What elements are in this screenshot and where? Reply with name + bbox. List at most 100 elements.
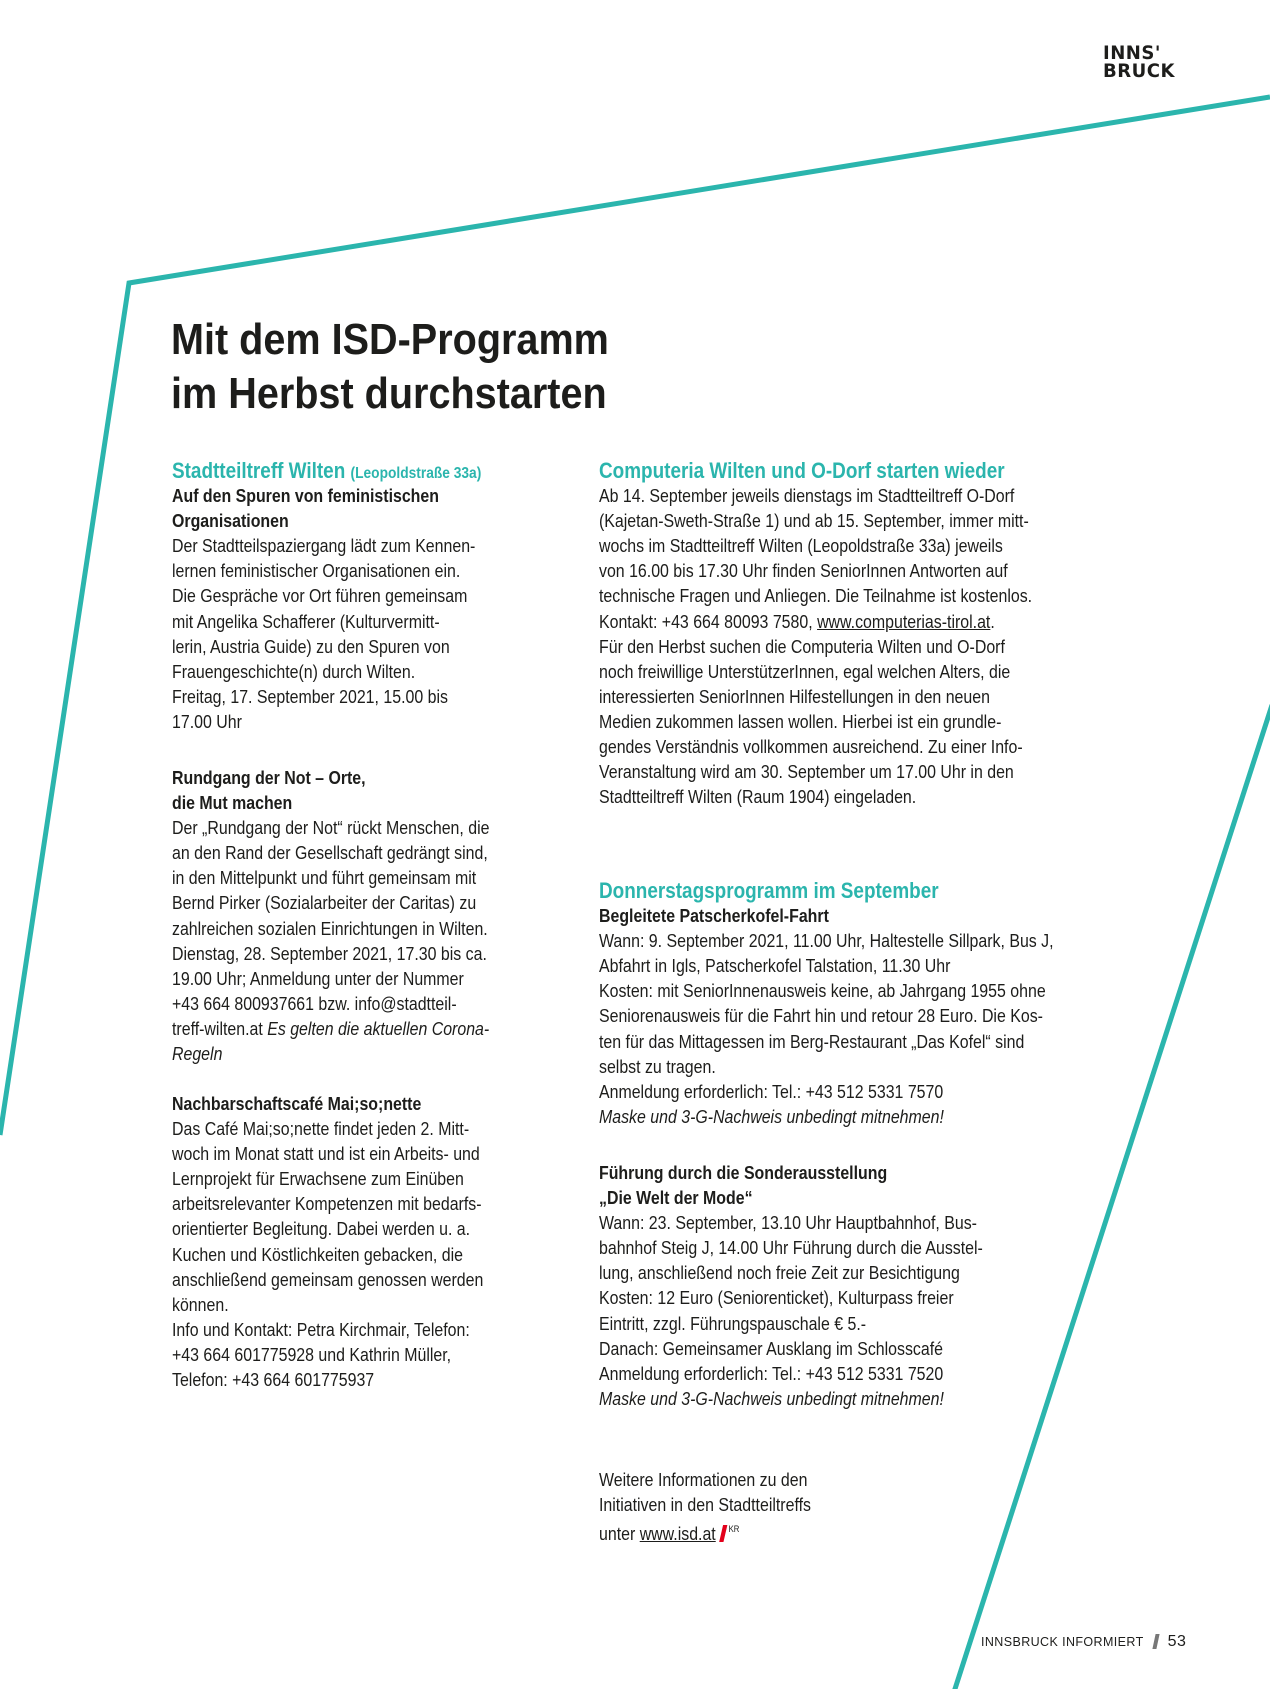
text-line: unter www.isd.at KR bbox=[599, 1517, 811, 1545]
title-line-1: Mit dem ISD-Programm bbox=[171, 315, 609, 364]
text-segment: unter bbox=[599, 1523, 640, 1545]
text-line: mit Angelika Schafferer (Kulturvermitt- bbox=[172, 610, 440, 632]
text-segment: treff-wilten.at bbox=[172, 1017, 268, 1039]
section-heading: Donnerstagsprogramm im September bbox=[599, 878, 939, 903]
red-slash-icon bbox=[718, 1525, 728, 1543]
text-line: noch freiwillige UnterstützerInnen, egal… bbox=[599, 660, 1011, 682]
text-line: Wann: 9. September 2021, 11.00 Uhr, Halt… bbox=[599, 930, 1054, 952]
text-line: „Die Welt der Mode“ bbox=[599, 1185, 983, 1210]
text-line: Die Gespräche vor Ort führen gemeinsam bbox=[172, 585, 468, 607]
text-segment: Es gelten die aktuellen Corona- bbox=[267, 1017, 490, 1039]
text-line: interessierten SeniorInnen Hilfestellung… bbox=[599, 685, 990, 707]
text-line: arbeitsrelevanter Kompetenzen mit bedarf… bbox=[172, 1193, 482, 1215]
publication-name: INNSBRUCK INFORMIERT bbox=[981, 1635, 1144, 1649]
text-line: Weitere Informationen zu den bbox=[599, 1469, 808, 1490]
text-segment: Organisationen bbox=[172, 510, 289, 532]
text-line: Organisationen bbox=[172, 508, 481, 533]
text-line: Kuchen und Köstlichkeiten gebacken, die bbox=[172, 1243, 464, 1265]
text-line: lerin, Austria Guide) zu den Spuren von bbox=[172, 635, 450, 657]
text-line: Anmeldung erforderlich: Tel.: +43 512 53… bbox=[599, 1362, 944, 1384]
text-line: Abfahrt in Igls, Patscherkofel Talstatio… bbox=[599, 955, 951, 977]
text-segment: Maske und 3-G-Nachweis unbedingt mitnehm… bbox=[599, 1105, 944, 1127]
text-line: lung, anschließend noch freie Zeit zur B… bbox=[599, 1262, 960, 1284]
text-line: Computeria Wilten und O-Dorf starten wie… bbox=[599, 458, 1032, 483]
text-line: Dienstag, 28. September 2021, 17.30 bis … bbox=[172, 942, 487, 964]
text-segment: Regeln bbox=[172, 1043, 223, 1065]
text-line: +43 664 601775928 und Kathrin Müller, bbox=[172, 1343, 452, 1365]
text-line: Frauengeschichte(n) durch Wilten. bbox=[172, 660, 416, 682]
text-line: Wann: 23. September, 13.10 Uhr Hauptbahn… bbox=[599, 1212, 977, 1234]
text-line: Freitag, 17. September 2021, 15.00 bis bbox=[172, 685, 448, 707]
section-nachbarschaftscafe: Nachbarschaftscafé Mai;so;nette Das Café … bbox=[172, 1091, 483, 1392]
text-line: zahlreichen sozialen Einrichtungen in Wi… bbox=[172, 917, 488, 939]
logo-line-1: INNS' bbox=[1103, 42, 1161, 64]
text-segment: „Die Welt der Mode“ bbox=[599, 1187, 753, 1209]
text-line: lernen feministischer Organisationen ein… bbox=[172, 560, 461, 582]
section-stadtteiltreff-wilten: Stadtteiltreff Wilten (Leopoldstraße 33a… bbox=[172, 458, 481, 734]
text-line: Telefon: +43 664 601775937 bbox=[172, 1369, 375, 1391]
text-line: treff-wilten.at Es gelten die aktuellen … bbox=[172, 1016, 489, 1041]
text-line: Anmeldung erforderlich: Tel.: +43 512 53… bbox=[599, 1080, 944, 1102]
text-segment: (Leopoldstraße 33a) bbox=[350, 465, 482, 482]
text-line: gendes Verständnis vollkommen ausreichen… bbox=[599, 736, 1023, 758]
text-line: Nachbarschaftscafé Mai;so;nette bbox=[172, 1091, 483, 1116]
author-initials: KR bbox=[728, 1524, 740, 1535]
text-line: Lernprojekt für Erwachsene zum Einüben bbox=[172, 1168, 464, 1190]
text-segment: . bbox=[990, 610, 995, 632]
text-line: Regeln bbox=[172, 1041, 489, 1066]
text-line: 17.00 Uhr bbox=[172, 710, 242, 732]
top-left-frame-line bbox=[0, 94, 1270, 1136]
web-link[interactable]: www.isd.at bbox=[639, 1523, 716, 1545]
footer-slash-icon bbox=[1152, 1634, 1160, 1649]
text-line: Für den Herbst suchen die Computeria Wil… bbox=[599, 635, 1005, 657]
text-line: anschließend gemeinsam genossen werden bbox=[172, 1268, 484, 1290]
text-segment: die Mut machen bbox=[172, 792, 293, 814]
text-segment: Begleitete Patscherkofel-Fahrt bbox=[599, 905, 829, 927]
text-line: Info und Kontakt: Petra Kirchmair, Telef… bbox=[172, 1318, 470, 1340]
text-line: Begleitete Patscherkofel-Fahrt bbox=[599, 903, 1054, 928]
text-line: an den Rand der Gesellschaft gedrängt si… bbox=[172, 842, 488, 864]
text-line: Seniorenausweis für die Fahrt hin und re… bbox=[599, 1005, 1043, 1027]
text-line: +43 664 800937661 bzw. info@stadtteil- bbox=[172, 992, 457, 1014]
text-line: ten für das Mittagessen im Berg-Restaura… bbox=[599, 1030, 1025, 1052]
text-line: wochs im Stadtteiltreff Wilten (Leopolds… bbox=[599, 535, 1003, 557]
section-heading: Computeria Wilten und O-Dorf starten wie… bbox=[599, 458, 1005, 483]
page-footer: INNSBRUCK INFORMIERT 53 bbox=[981, 1633, 1186, 1651]
text-line: Bernd Pirker (Sozialarbeiter der Caritas… bbox=[172, 892, 477, 914]
text-line: Maske und 3-G-Nachweis unbedingt mitnehm… bbox=[599, 1386, 983, 1411]
text-segment: Nachbarschaftscafé Mai;so;nette bbox=[172, 1093, 422, 1114]
page-title: Mit dem ISD-Programm im Herbst durchstar… bbox=[171, 313, 609, 421]
text-line: selbst zu tragen. bbox=[599, 1055, 716, 1077]
text-line: Ab 14. September jeweils dienstags im St… bbox=[599, 485, 1015, 507]
text-line: die Mut machen bbox=[172, 790, 489, 815]
text-line: Danach: Gemeinsamer Ausklang im Schlossc… bbox=[599, 1337, 943, 1359]
text-line: in den Mittelpunkt und führt gemeinsam m… bbox=[172, 867, 477, 889]
text-line: Der „Rundgang der Not“ rückt Menschen, d… bbox=[172, 817, 490, 839]
text-line: bahnhof Steig J, 14.00 Uhr Führung durch… bbox=[599, 1237, 983, 1259]
text-line: Medien zukommen lassen wollen. Hierbei i… bbox=[599, 710, 1002, 732]
section-rundgang-der-not: Rundgang der Not – Orte, die Mut machen De… bbox=[172, 765, 489, 1066]
text-segment: Kontakt: +43 664 80093 7580, bbox=[599, 610, 818, 632]
text-line: Auf den Spuren von feministischen bbox=[172, 483, 481, 508]
text-line: Maske und 3-G-Nachweis unbedingt mitnehm… bbox=[599, 1104, 1054, 1129]
text-line: von 16.00 bis 17.30 Uhr finden SeniorInn… bbox=[599, 560, 1008, 582]
text-line: Stadtteiltreff Wilten (Raum 1904) eingel… bbox=[599, 786, 917, 808]
text-segment: Führung durch die Sonderausstellung bbox=[599, 1162, 888, 1183]
text-line: Führung durch die Sonderausstellung bbox=[599, 1160, 983, 1185]
text-line: Kosten: mit SeniorInnenausweis keine, ab… bbox=[599, 980, 1046, 1002]
text-line: woch im Monat statt und ist ein Arbeits-… bbox=[172, 1143, 480, 1165]
section-heading: Stadtteiltreff Wilten bbox=[172, 458, 351, 483]
text-line: Das Café Mai;so;nette findet jeden 2. Mi… bbox=[172, 1118, 470, 1140]
text-line: technische Fragen und Anliegen. Die Teil… bbox=[599, 585, 1033, 607]
section-fuehrung-mode: Führung durch die Sonderausstellung „Die … bbox=[599, 1160, 983, 1411]
text-line: Initiativen in den Stadtteiltreffs bbox=[599, 1494, 811, 1516]
text-line: Der Stadtteilspaziergang lädt zum Kennen… bbox=[172, 535, 476, 557]
text-line: Veranstaltung wird am 30. September um 1… bbox=[599, 761, 1014, 783]
page-number: 53 bbox=[1167, 1633, 1187, 1650]
section-computeria: Computeria Wilten und O-Dorf starten wie… bbox=[599, 458, 1032, 809]
text-line: 19.00 Uhr; Anmeldung unter der Nummer bbox=[172, 967, 464, 989]
title-line-2: im Herbst durchstarten bbox=[171, 369, 607, 418]
text-line: Eintritt, zzgl. Führungspauschale € 5.- bbox=[599, 1312, 867, 1334]
web-link[interactable]: www.computerias-tirol.at bbox=[817, 610, 991, 632]
